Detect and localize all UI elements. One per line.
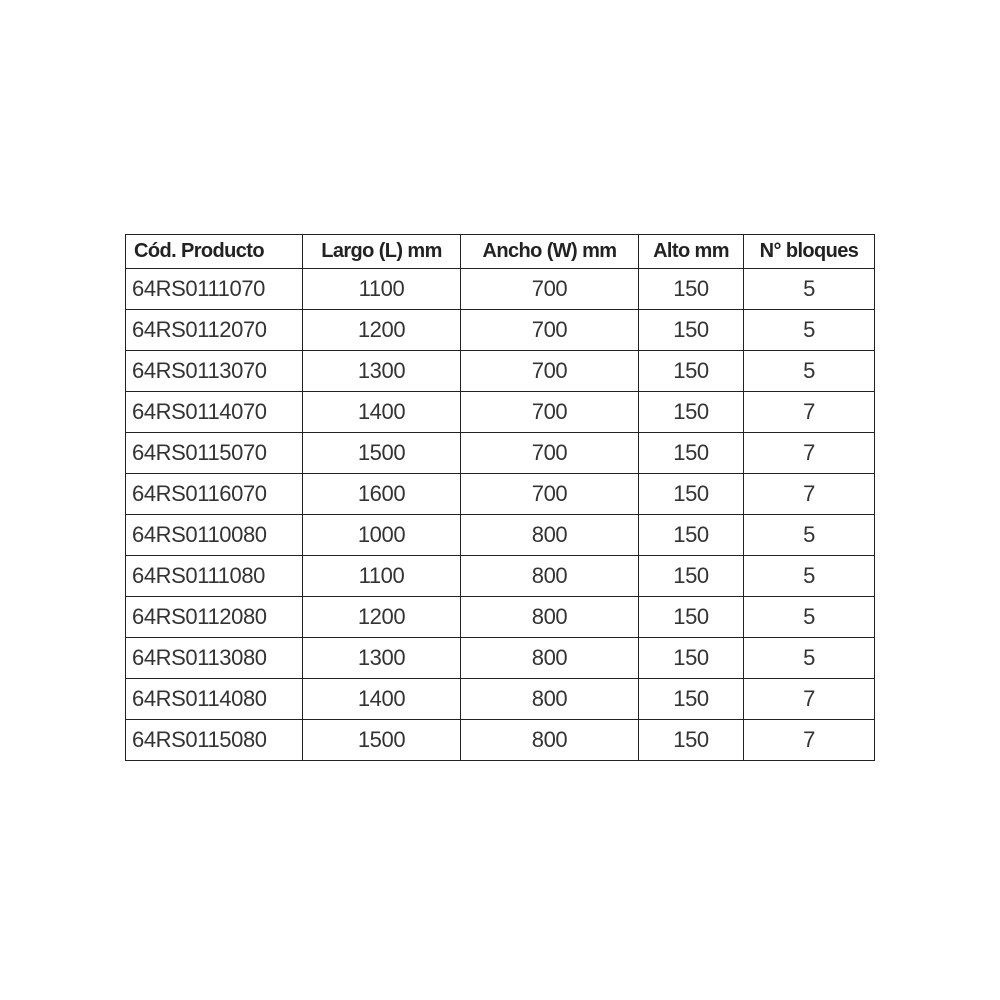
- cell-blocks: 5: [743, 637, 875, 679]
- cell-length: 1600: [302, 473, 461, 515]
- cell-code: 64RS0112080: [125, 596, 303, 638]
- cell-blocks: 5: [743, 268, 875, 310]
- cell-length: 1300: [302, 350, 461, 392]
- cell-width: 700: [460, 309, 639, 351]
- cell-code: 64RS0111070: [125, 268, 303, 310]
- column-header-height: Alto mm: [638, 234, 744, 269]
- cell-height: 150: [638, 637, 744, 679]
- cell-blocks: 7: [743, 473, 875, 515]
- cell-width: 700: [460, 268, 639, 310]
- cell-width: 800: [460, 678, 639, 720]
- cell-width: 700: [460, 473, 639, 515]
- table-row: 64RS0114080 1400 800 150 7: [125, 678, 875, 720]
- cell-height: 150: [638, 514, 744, 556]
- cell-height: 150: [638, 555, 744, 597]
- cell-length: 1100: [302, 555, 461, 597]
- product-table: Cód. Producto Largo (L) mm Ancho (W) mm Alt…: [125, 234, 875, 761]
- column-header-width: Ancho (W) mm: [460, 234, 639, 269]
- cell-blocks: 5: [743, 350, 875, 392]
- cell-length: 1200: [302, 309, 461, 351]
- cell-length: 1100: [302, 268, 461, 310]
- table-row: 64RS0114070 1400 700 150 7: [125, 391, 875, 433]
- table-row: 64RS0116070 1600 700 150 7: [125, 473, 875, 515]
- cell-length: 1400: [302, 391, 461, 433]
- cell-length: 1000: [302, 514, 461, 556]
- cell-length: 1500: [302, 432, 461, 474]
- cell-blocks: 5: [743, 596, 875, 638]
- cell-code: 64RS0111080: [125, 555, 303, 597]
- table-row: 64RS0115080 1500 800 150 7: [125, 719, 875, 761]
- table-row: 64RS0113080 1300 800 150 5: [125, 637, 875, 679]
- cell-width: 800: [460, 596, 639, 638]
- cell-code: 64RS0115080: [125, 719, 303, 761]
- cell-blocks: 7: [743, 719, 875, 761]
- cell-code: 64RS0114080: [125, 678, 303, 720]
- cell-code: 64RS0115070: [125, 432, 303, 474]
- cell-length: 1500: [302, 719, 461, 761]
- column-header-length: Largo (L) mm: [302, 234, 461, 269]
- column-header-blocks: N° bloques: [743, 234, 875, 269]
- table-row: 64RS0113070 1300 700 150 5: [125, 350, 875, 392]
- cell-code: 64RS0110080: [125, 514, 303, 556]
- cell-height: 150: [638, 350, 744, 392]
- cell-blocks: 5: [743, 555, 875, 597]
- cell-length: 1400: [302, 678, 461, 720]
- cell-blocks: 7: [743, 391, 875, 433]
- cell-height: 150: [638, 309, 744, 351]
- cell-blocks: 7: [743, 678, 875, 720]
- cell-height: 150: [638, 268, 744, 310]
- table-row: 64RS0112070 1200 700 150 5: [125, 309, 875, 351]
- cell-code: 64RS0113070: [125, 350, 303, 392]
- cell-height: 150: [638, 391, 744, 433]
- cell-width: 800: [460, 555, 639, 597]
- cell-length: 1300: [302, 637, 461, 679]
- cell-height: 150: [638, 473, 744, 515]
- column-header-code: Cód. Producto: [125, 234, 303, 269]
- table-row: 64RS0110080 1000 800 150 5: [125, 514, 875, 556]
- cell-blocks: 5: [743, 514, 875, 556]
- cell-width: 700: [460, 391, 639, 433]
- cell-code: 64RS0113080: [125, 637, 303, 679]
- cell-width: 800: [460, 637, 639, 679]
- cell-height: 150: [638, 596, 744, 638]
- cell-length: 1200: [302, 596, 461, 638]
- cell-blocks: 7: [743, 432, 875, 474]
- table-row: 64RS0112080 1200 800 150 5: [125, 596, 875, 638]
- cell-height: 150: [638, 678, 744, 720]
- cell-width: 800: [460, 719, 639, 761]
- table-row: 64RS0111070 1100 700 150 5: [125, 268, 875, 310]
- cell-code: 64RS0114070: [125, 391, 303, 433]
- table-row: 64RS0115070 1500 700 150 7: [125, 432, 875, 474]
- cell-width: 700: [460, 432, 639, 474]
- table-header-row: Cód. Producto Largo (L) mm Ancho (W) mm Alt…: [125, 234, 875, 269]
- cell-height: 150: [638, 719, 744, 761]
- cell-code: 64RS0116070: [125, 473, 303, 515]
- table-row: 64RS0111080 1100 800 150 5: [125, 555, 875, 597]
- cell-width: 800: [460, 514, 639, 556]
- cell-height: 150: [638, 432, 744, 474]
- cell-width: 700: [460, 350, 639, 392]
- cell-code: 64RS0112070: [125, 309, 303, 351]
- cell-blocks: 5: [743, 309, 875, 351]
